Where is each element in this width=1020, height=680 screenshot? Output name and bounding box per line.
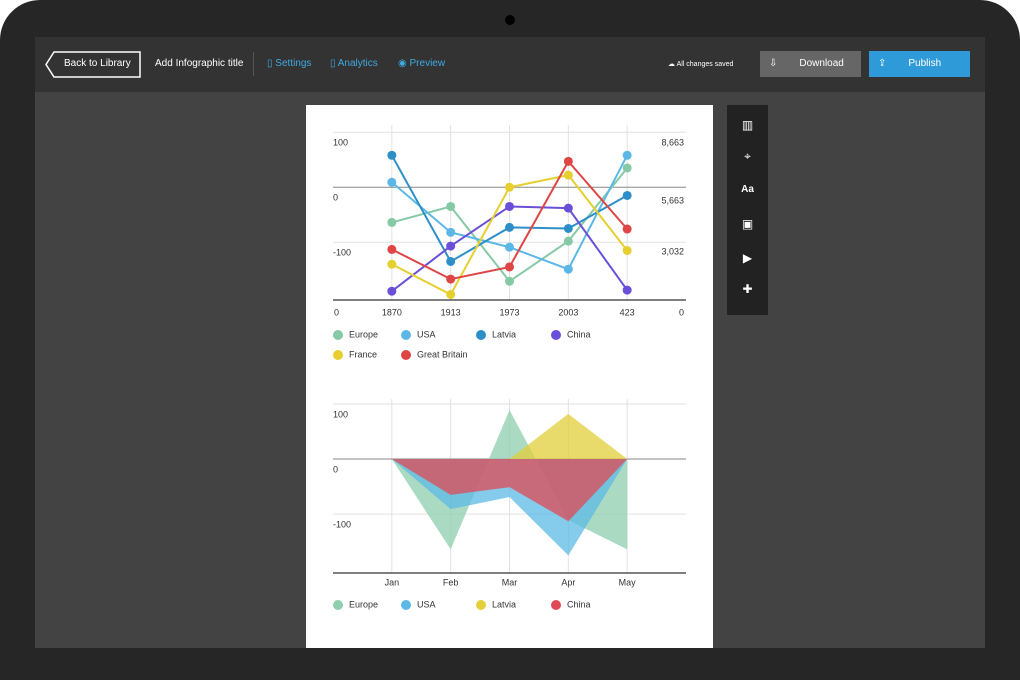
save-text: All changes saved: [676, 61, 734, 68]
point: [387, 286, 397, 296]
x-tick-label: 2003: [558, 307, 578, 317]
video-tool[interactable]: ▶: [742, 251, 753, 265]
legend-swatch: [476, 330, 486, 340]
y-tick-label: 0: [333, 464, 338, 474]
charts: 1870 1913 1973 2003 423 100 0 -100 8,663 5,663 3,0…: [306, 105, 713, 648]
legend-swatch: [333, 350, 343, 360]
publish-button[interactable]: ⇪ Publish: [869, 51, 970, 77]
x-tick-label: Apr: [561, 577, 575, 587]
point: [563, 156, 573, 166]
x-tick-label: Feb: [443, 577, 459, 587]
point: [563, 223, 573, 233]
point: [622, 150, 632, 160]
corner-label: 0: [334, 307, 339, 317]
point: [387, 259, 397, 269]
legend-swatch: [333, 600, 343, 610]
point: [505, 182, 514, 192]
legend-label: Latvia: [492, 599, 516, 609]
legend-label: USA: [417, 329, 436, 339]
chart-tool[interactable]: ▥: [741, 118, 754, 132]
point: [387, 150, 397, 160]
point: [505, 276, 514, 286]
y-tick-label: -100: [333, 248, 351, 258]
point: [505, 201, 514, 211]
plugin-tool[interactable]: ✚: [742, 282, 753, 296]
x-tick-label: 1973: [499, 307, 519, 317]
legend-label: Great Britain: [417, 349, 468, 359]
corner-label: 0: [679, 307, 684, 317]
camera: [505, 15, 515, 25]
legend-label: China: [567, 599, 591, 609]
point: [446, 289, 456, 299]
point: [446, 256, 456, 266]
point: [505, 242, 514, 252]
legend-swatch: [401, 330, 411, 340]
point: [446, 241, 456, 251]
x-tick-label: 1870: [382, 307, 402, 317]
settings-text: Settings: [275, 58, 312, 69]
x-tick-label: Jan: [385, 577, 400, 587]
x-tick-label: May: [619, 577, 637, 587]
point: [622, 245, 632, 255]
y2-tick-label: 5,663: [661, 196, 684, 206]
legend-swatch: [333, 330, 343, 340]
analytics-link[interactable]: ▯ Analytics: [330, 58, 378, 69]
point: [505, 262, 514, 272]
legend-swatch: [401, 600, 411, 610]
legend-swatch: [551, 330, 561, 340]
preview-link[interactable]: ◉ Preview: [398, 58, 446, 69]
text-tool[interactable]: Aa: [741, 184, 754, 195]
point: [387, 177, 397, 187]
legend-label: Europe: [349, 599, 378, 609]
download-text: Download: [799, 58, 844, 69]
x-tick-label: 423: [620, 307, 635, 317]
point: [446, 227, 456, 237]
legend-label: Latvia: [492, 329, 516, 339]
photo-tool[interactable]: ▣: [741, 217, 754, 231]
y-tick-label: -100: [333, 519, 351, 529]
back-button[interactable]: Back to Library: [64, 58, 131, 69]
point: [563, 264, 573, 274]
side-toolbar: ▥ ⌖ Aa ▣ ▶ ✚: [727, 105, 768, 315]
y-tick-label: 0: [333, 193, 338, 203]
point: [563, 203, 573, 213]
legend-label: Europe: [349, 329, 378, 339]
point: [387, 244, 397, 254]
preview-text: Preview: [409, 58, 446, 69]
y-tick-label: 100: [333, 409, 348, 419]
analytics-text: Analytics: [337, 58, 378, 69]
x-tick-label: 1913: [441, 307, 461, 317]
point: [387, 217, 397, 227]
legend-label: China: [567, 329, 591, 339]
legend-swatch: [401, 350, 411, 360]
y-tick-label: 100: [333, 138, 348, 148]
download-button[interactable]: ⇩ Download: [760, 51, 861, 77]
divider: [253, 52, 254, 76]
point: [622, 285, 632, 295]
save-status: ☁ All changes saved: [668, 61, 734, 68]
point: [505, 222, 514, 232]
series-area: [391, 413, 628, 460]
point: [563, 236, 573, 246]
point: [622, 190, 632, 200]
x-tick-label: Mar: [502, 577, 518, 587]
title-input[interactable]: Add Infographic title: [155, 58, 244, 69]
point: [622, 224, 632, 234]
series-area: [391, 459, 628, 522]
publish-text: Publish: [908, 58, 942, 69]
back-button-shape[interactable]: [44, 51, 142, 78]
legend-swatch: [476, 600, 486, 610]
legend-label: USA: [417, 599, 436, 609]
point: [563, 170, 573, 180]
point: [622, 163, 632, 173]
y2-tick-label: 8,663: [661, 137, 684, 147]
settings-link[interactable]: ▯ Settings: [267, 58, 312, 69]
map-tool[interactable]: ⌖: [744, 149, 751, 163]
legend-label: France: [349, 349, 377, 359]
point: [446, 201, 456, 211]
point: [446, 274, 456, 284]
y2-tick-label: 3,032: [661, 247, 684, 257]
legend-swatch: [551, 600, 561, 610]
